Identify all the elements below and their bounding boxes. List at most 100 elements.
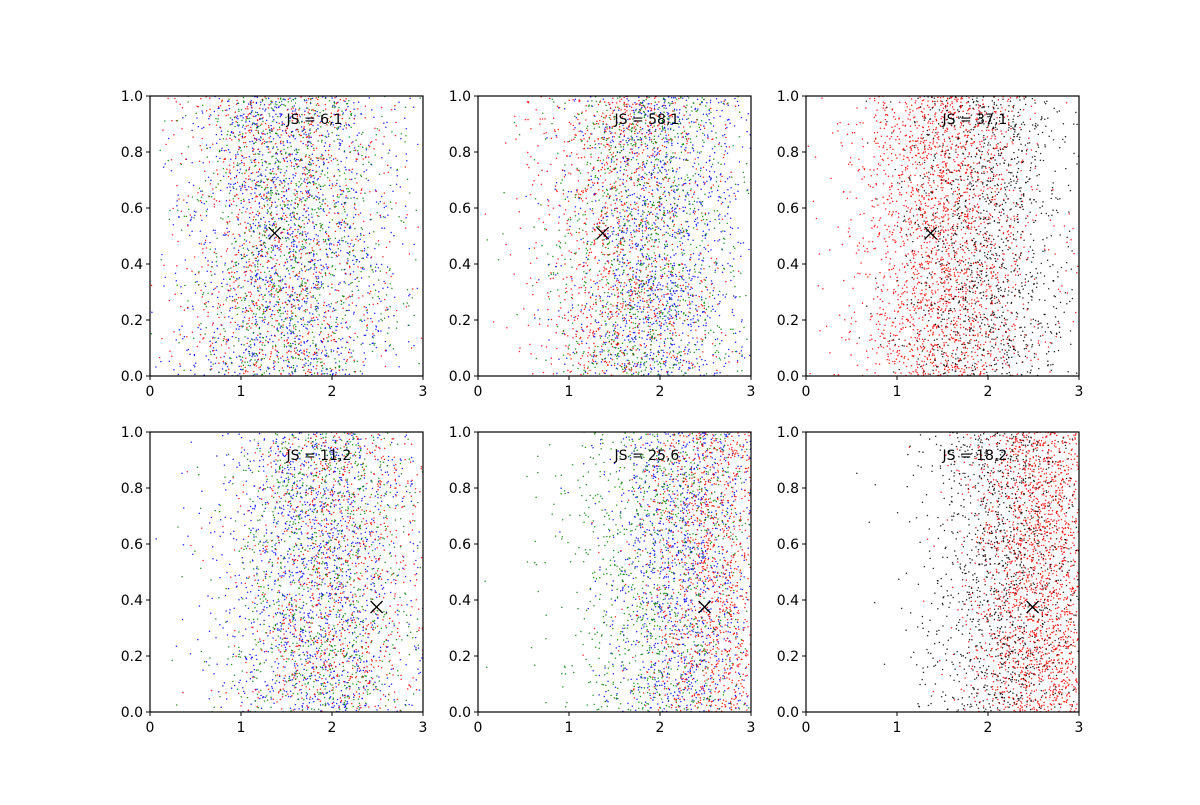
scatter-point [648, 103, 650, 105]
scatter-point [346, 321, 348, 323]
scatter-point [589, 309, 591, 311]
scatter-point [373, 335, 375, 337]
scatter-point [188, 195, 190, 197]
scatter-point [372, 351, 374, 353]
scatter-point [213, 347, 215, 349]
scatter-point [174, 98, 176, 100]
scatter-point [623, 148, 625, 150]
scatter-point [303, 248, 305, 250]
scatter-point [320, 208, 322, 210]
scatter-point [664, 190, 666, 192]
scatter-point [242, 186, 244, 188]
scatter-point [383, 281, 385, 283]
scatter-point [198, 324, 200, 326]
scatter-point [247, 323, 249, 325]
scatter-point [275, 236, 277, 238]
scatter-point [637, 309, 639, 311]
scatter-point [222, 110, 224, 112]
scatter-point [235, 158, 237, 160]
scatter-point [287, 230, 289, 232]
scatter-point [350, 283, 352, 285]
scatter-point [284, 185, 286, 187]
scatter-point [259, 206, 261, 208]
scatter-point [297, 213, 299, 215]
scatter-point [317, 319, 319, 321]
scatter-point [687, 286, 689, 288]
scatter-point [357, 108, 359, 110]
scatter-point [230, 267, 232, 269]
scatter-point [235, 240, 237, 242]
scatter-point [413, 345, 415, 347]
scatter-point [269, 368, 271, 370]
scatter-point [261, 358, 263, 360]
scatter-point [689, 289, 691, 291]
scatter-point [245, 170, 247, 172]
scatter-point [282, 123, 284, 125]
scatter-point [347, 223, 349, 225]
scatter-point [305, 156, 307, 158]
scatter-point [291, 134, 293, 136]
scatter-point [713, 117, 715, 119]
scatter-point [290, 259, 292, 261]
scatter-point [321, 139, 323, 141]
scatter-point [226, 250, 228, 252]
scatter-point [192, 136, 194, 138]
scatter-point [295, 329, 297, 331]
scatter-point [298, 273, 300, 275]
scatter-point [341, 222, 343, 224]
scatter-point [305, 373, 307, 375]
scatter-point [234, 301, 236, 303]
scatter-point [299, 198, 301, 200]
scatter-point [318, 241, 320, 243]
scatter-point [340, 250, 342, 252]
scatter-point [696, 168, 698, 170]
scatter-point [322, 186, 324, 188]
scatter-point [275, 143, 277, 145]
scatter-point [291, 367, 293, 369]
scatter-point [308, 172, 310, 174]
scatter-point [197, 346, 199, 348]
scatter-point [277, 135, 279, 137]
scatter-point [253, 134, 255, 136]
scatter-point [688, 233, 690, 235]
scatter-point [270, 173, 272, 175]
scatter-point [248, 229, 250, 231]
scatter-point [169, 360, 171, 362]
scatter-point [236, 307, 238, 309]
scatter-point [308, 369, 310, 371]
scatter-point [395, 122, 397, 124]
scatter-point [221, 344, 223, 346]
scatter-point [616, 308, 618, 310]
scatter-point [325, 142, 327, 144]
scatter-point [326, 253, 328, 255]
scatter-point [201, 149, 203, 151]
scatter-point [209, 97, 211, 99]
scatter-point [212, 322, 214, 324]
scatter-point [336, 318, 338, 320]
scatter-point [301, 246, 303, 248]
scatter-point [635, 218, 637, 220]
scatter-point [291, 245, 293, 247]
scatter-point [385, 350, 387, 352]
scatter-point [730, 234, 732, 236]
scatter-point [254, 323, 256, 325]
scatter-point [289, 136, 291, 138]
scatter-point [319, 223, 321, 225]
scatter-point [620, 285, 622, 287]
scatter-point [211, 293, 213, 295]
scatter-point [663, 104, 665, 106]
scatter-point [713, 290, 715, 292]
scatter-point [305, 242, 307, 244]
scatter-point [322, 224, 324, 226]
scatter-point [587, 241, 589, 243]
scatter-point [727, 119, 729, 121]
scatter-point [288, 287, 290, 289]
scatter-point [716, 372, 718, 374]
scatter-point [310, 260, 312, 262]
scatter-point [266, 200, 268, 202]
scatter-point [267, 367, 269, 369]
scatter-point [279, 129, 281, 131]
scatter-point [361, 134, 363, 136]
scatter-point [657, 152, 659, 154]
scatter-point [303, 341, 305, 343]
